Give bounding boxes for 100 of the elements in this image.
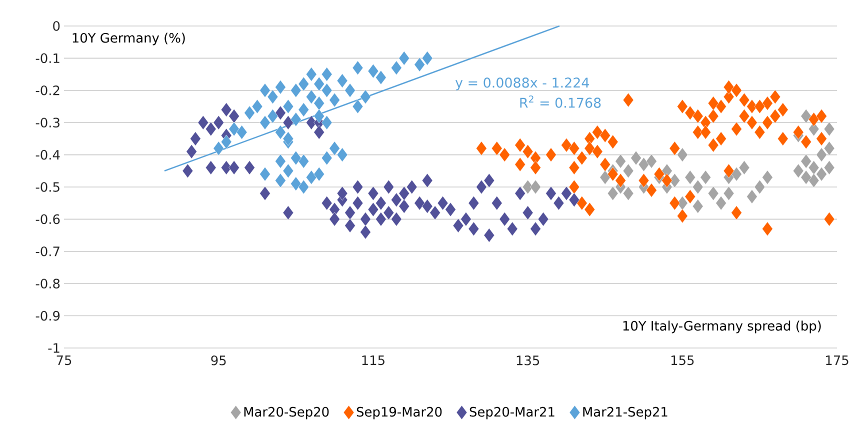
point [738,160,750,175]
annotation: y = 0.0088x - 1.224 [455,78,589,90]
point [684,170,696,184]
point [816,166,827,182]
point [329,92,340,108]
point [260,166,270,182]
point [422,51,433,66]
point [368,64,379,78]
point [800,109,812,124]
point [800,154,812,168]
point [298,76,310,92]
x-tick-label: 75 [56,356,72,366]
legend-label: Mar20-Sep20 [244,406,329,420]
point [600,170,611,184]
y-tick-label: -0.8 [36,278,60,288]
point [398,51,410,66]
point [314,76,324,92]
point [746,190,758,204]
point [275,80,286,94]
point [220,134,232,150]
y-tick-label: -0.6 [36,214,60,224]
point [282,164,294,178]
point [252,99,263,114]
point [723,186,734,201]
y-tick-label: -0.4 [36,150,60,160]
y-tick-label: -0.7 [36,246,60,256]
point [267,109,278,124]
point [321,150,332,166]
x-tick-label: 95 [211,356,226,366]
point [336,74,348,88]
point [275,154,286,168]
annotation: R$^{2}$ = 0.1768 [520,95,601,108]
point [260,83,270,98]
point [824,141,835,156]
point [298,154,310,168]
point [228,122,240,136]
point [622,186,634,201]
y-tick-label: -0.1 [36,53,60,64]
y-axis-title: 10Y Germany (%) [72,32,185,46]
point [762,170,773,184]
point [824,160,835,175]
y-tick-label: -0.2 [36,85,60,96]
point [275,125,286,140]
point [391,60,402,75]
point [329,141,340,156]
point [244,106,255,120]
point [314,109,324,124]
x-tick-label: 175 [826,356,848,366]
point [336,148,348,162]
x-tick-label: 135 [516,356,540,366]
point [344,83,356,98]
point [306,170,317,184]
point [692,199,704,214]
point [376,70,386,85]
point [731,166,742,182]
point [792,164,804,178]
point [816,148,827,162]
x-tick-label: 115 [362,356,384,366]
point [615,154,626,168]
legend-label: Sep19-Mar20 [356,406,442,420]
point [824,122,835,136]
x-axis-title: 10Y Italy-Germany spread (bp) [623,320,821,334]
point [692,180,704,194]
point [716,196,726,210]
point [360,90,371,104]
y-tick-label: -0.5 [36,182,60,192]
point [754,180,766,194]
point [314,166,324,182]
point [808,173,820,188]
point [638,157,650,172]
point [700,170,711,184]
point [290,83,302,98]
point [669,173,680,188]
point [298,180,310,194]
point [800,170,812,184]
legend-label: Sep20-Mar21 [470,406,554,420]
point [414,57,425,72]
point [646,154,657,168]
point [290,176,302,191]
point [306,67,317,82]
point [314,96,324,110]
point [306,90,317,104]
point [522,180,534,194]
point [808,160,820,175]
y-tick-label: -0.3 [36,118,60,128]
point [267,90,278,104]
y-tick-label: -0.9 [36,310,60,321]
point [677,148,688,162]
point [708,186,719,201]
point [290,150,302,166]
point [321,115,332,130]
point [290,112,302,127]
point [607,186,618,201]
point [298,102,310,117]
legend-label: Mar21-Sep21 [583,406,668,420]
point [282,132,294,146]
point [213,141,224,156]
point [260,115,270,130]
point [530,180,541,194]
point [352,60,364,75]
